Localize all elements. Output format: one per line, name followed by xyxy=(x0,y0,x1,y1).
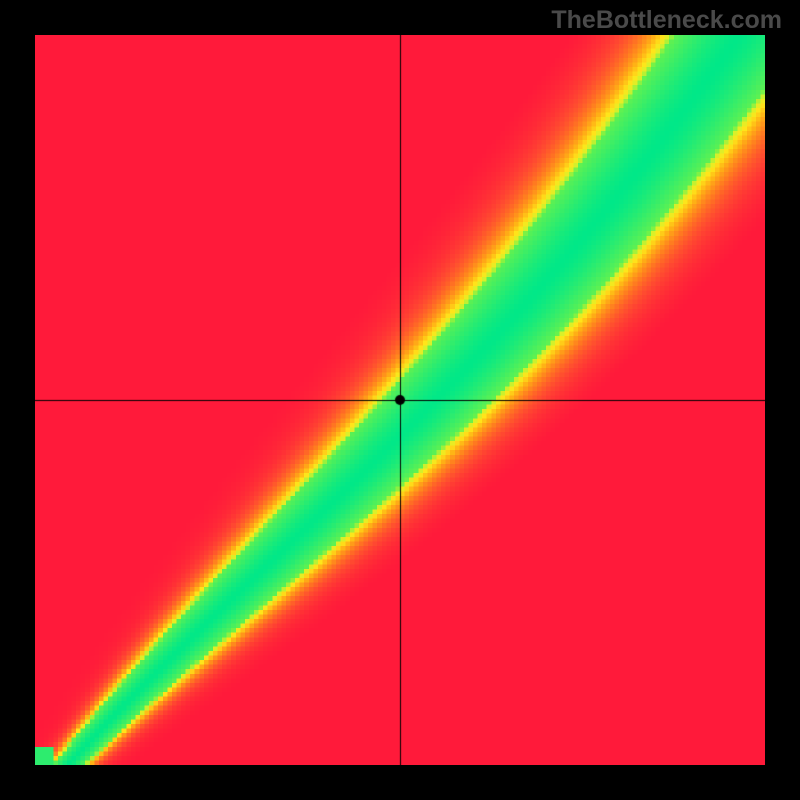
chart-container: TheBottleneck.com xyxy=(0,0,800,800)
watermark-text: TheBottleneck.com xyxy=(551,6,782,35)
crosshair-overlay xyxy=(35,35,765,765)
